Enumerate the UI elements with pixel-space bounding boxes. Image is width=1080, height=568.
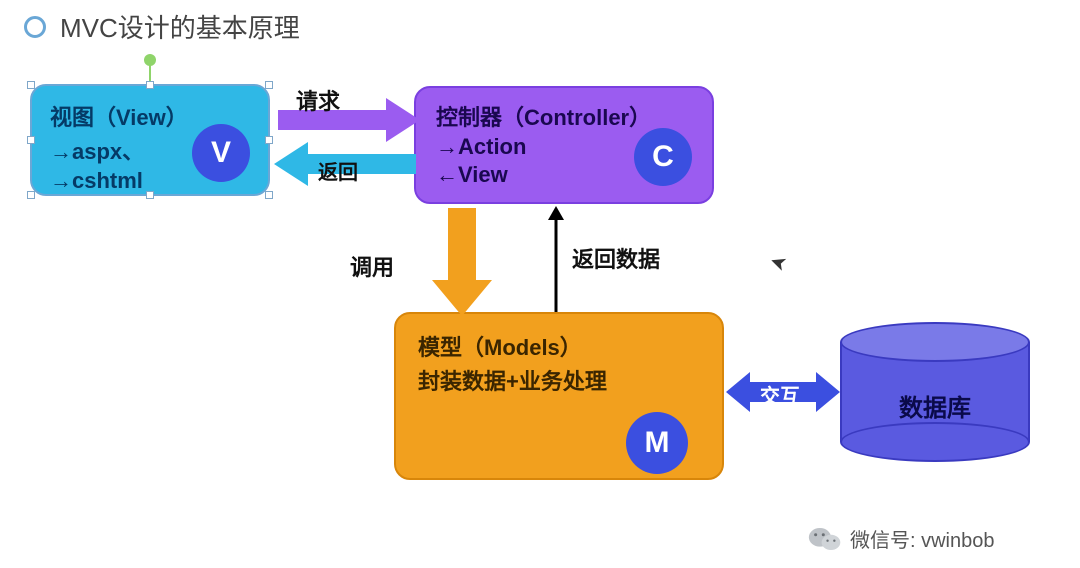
edge-return-data — [544, 206, 568, 314]
resize-handle[interactable] — [146, 191, 154, 199]
node-database[interactable]: 数据库 — [840, 322, 1030, 462]
edge-interact-label: 交互 — [760, 380, 800, 409]
node-controller-heading: 控制器（Controller） — [436, 100, 692, 132]
badge-model: M — [626, 412, 688, 474]
wechat-icon — [808, 525, 842, 553]
edge-response-label: 返回 — [318, 156, 358, 185]
footer: 微信号: vwinbob — [808, 524, 995, 553]
mouse-cursor-icon: ➤ — [766, 248, 790, 277]
page-title-row: MVC设计的基本原理 — [24, 8, 300, 45]
resize-handle[interactable] — [265, 81, 273, 89]
rotate-handle-icon[interactable] — [144, 54, 156, 66]
resize-handle[interactable] — [265, 191, 273, 199]
edge-return-data-label: 返回数据 — [572, 242, 660, 274]
resize-handle[interactable] — [146, 81, 154, 89]
edge-invoke-label: 调用 — [350, 250, 394, 282]
badge-view: V — [192, 124, 250, 182]
diagram-canvas: MVC设计的基本原理 视图（View） →aspx、 →cshtml V 控制器… — [0, 0, 1080, 568]
resize-handle[interactable] — [27, 136, 35, 144]
bullet-icon — [24, 16, 46, 38]
db-bottom — [840, 422, 1030, 462]
resize-handle[interactable] — [27, 191, 35, 199]
badge-controller-letter: C — [652, 140, 674, 174]
badge-controller: C — [634, 128, 692, 186]
node-model-heading: 模型（Models） — [418, 330, 702, 362]
edge-request-label: 请求 — [296, 84, 340, 116]
badge-model-letter: M — [645, 426, 670, 460]
db-label: 数据库 — [840, 388, 1030, 423]
badge-view-letter: V — [211, 136, 231, 170]
edge-invoke — [430, 208, 494, 318]
node-model-line2: 封装数据+业务处理 — [418, 364, 702, 396]
resize-handle[interactable] — [27, 81, 35, 89]
footer-text: 微信号: vwinbob — [850, 524, 995, 553]
page-title: MVC设计的基本原理 — [60, 8, 300, 45]
db-top — [840, 322, 1030, 362]
